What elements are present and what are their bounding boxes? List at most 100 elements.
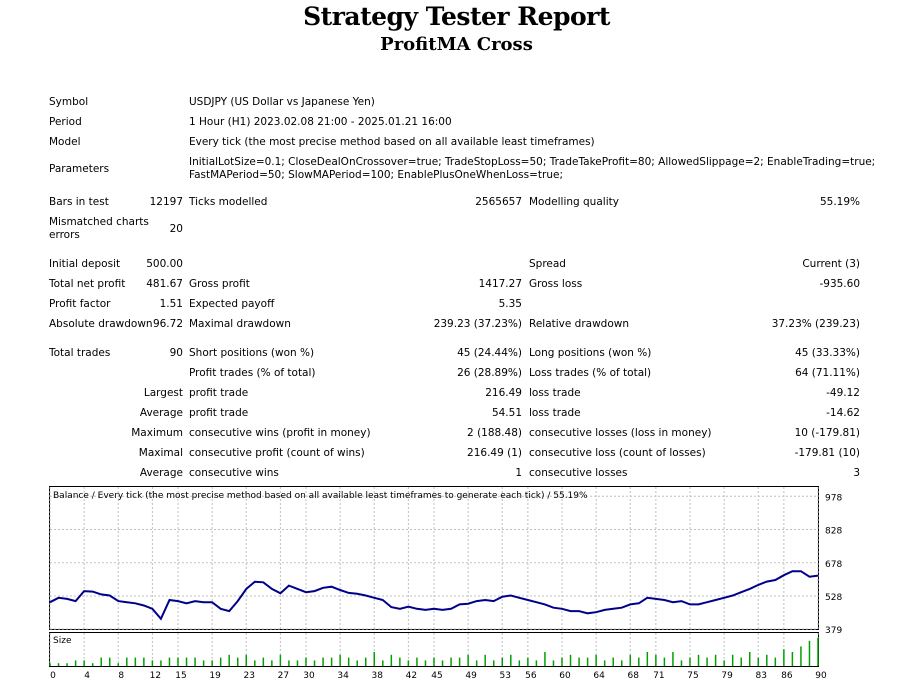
y-tick-label: 828 (825, 527, 842, 537)
maximal-consecutive-profit-value: 216.49 (1) (467, 447, 522, 459)
spread-label: Spread (529, 258, 566, 270)
gross-profit-value: 1417.27 (478, 278, 522, 290)
quality-value: 55.19% (819, 196, 860, 208)
balance-chart: 978 828 678 528 379 0 4 8 12 15 19 23 27 30 34 38 42 45 4… (49, 486, 842, 681)
x-tick-label: 8 (118, 671, 124, 681)
symbol-label: Symbol (49, 96, 89, 108)
x-tick-label: 38 (372, 671, 384, 681)
parameters-line-1: InitialLotSize=0.1; CloseDealOnCrossover… (189, 156, 876, 168)
average-consecutive-losses-value: 3 (853, 467, 860, 479)
maximal-consecutive-profit-label: consecutive profit (count of wins) (189, 447, 365, 459)
x-tick-label: 79 (721, 671, 733, 681)
largest-profit-value: 216.49 (485, 387, 522, 399)
period-label: Period (49, 116, 82, 128)
x-tick-label: 86 (781, 671, 793, 681)
gross-loss-value: -935.60 (819, 278, 860, 290)
chart-title: Balance / Every tick (the most precise m… (53, 491, 588, 501)
y-tick-label: 528 (825, 593, 842, 603)
x-tick-label: 90 (815, 671, 827, 681)
initial-deposit-value: 500.00 (146, 258, 183, 270)
size-panel-label: Size (53, 636, 72, 646)
net-profit-label: Total net profit (49, 278, 126, 290)
largest-loss-value: -49.12 (826, 387, 860, 399)
profit-trades-value: 26 (28.89%) (457, 367, 522, 379)
spread-value: Current (3) (802, 258, 860, 270)
expected-payoff-label: Expected payoff (189, 298, 275, 310)
x-tick-label: 34 (337, 671, 349, 681)
short-positions-label: Short positions (won %) (189, 347, 315, 359)
average-profit-label: profit trade (189, 407, 249, 419)
mismatch-value: 20 (169, 223, 183, 235)
largest-profit-label: profit trade (189, 387, 249, 399)
average-label: Average (139, 407, 183, 419)
total-trades-value: 90 (169, 347, 183, 359)
ticks-value: 2565657 (475, 196, 522, 208)
total-trades-label: Total trades (49, 347, 111, 359)
balance-chart-svg: 978 828 678 528 379 0 4 8 12 15 19 23 27 30 34 38 42 45 4… (49, 486, 842, 681)
y-tick-label: 678 (825, 560, 842, 570)
quality-label: Modelling quality (529, 196, 619, 208)
bars-label: Bars in test (49, 196, 109, 208)
average-loss-label: loss trade (529, 407, 581, 419)
x-tick-label: 68 (628, 671, 640, 681)
x-tick-label: 4 (84, 671, 90, 681)
initial-deposit-label: Initial deposit (49, 258, 121, 270)
x-tick-label: 23 (244, 671, 255, 681)
x-tick-label: 64 (593, 671, 605, 681)
x-tick-label: 0 (50, 671, 56, 681)
average-consecutive-wins-label: consecutive wins (189, 467, 279, 479)
profit-factor-label: Profit factor (49, 298, 111, 310)
average-consecutive-losses-label: consecutive losses (529, 467, 628, 479)
net-profit-value: 481.67 (146, 278, 183, 290)
maximal-drawdown-label: Maximal drawdown (189, 318, 291, 330)
x-tick-label: 60 (559, 671, 571, 681)
profit-factor-value: 1.51 (159, 298, 183, 310)
maximum-label: Maximum (131, 427, 183, 439)
x-tick-label: 56 (525, 671, 537, 681)
x-tick-label: 27 (278, 671, 289, 681)
gross-loss-label: Gross loss (529, 278, 583, 290)
absolute-drawdown-label: Absolute drawdown (49, 318, 153, 330)
maximal-consecutive-loss-label: consecutive loss (count of losses) (529, 447, 706, 459)
average-consecutive-wins-value: 1 (515, 467, 522, 479)
gross-profit-label: Gross profit (189, 278, 250, 290)
x-tick-label: 71 (653, 671, 664, 681)
model-value: Every tick (the most precise method base… (189, 136, 595, 148)
x-tick-label: 49 (465, 671, 477, 681)
parameters-label: Parameters (49, 163, 110, 175)
maximal-consecutive-loss-value: -179.81 (10) (794, 447, 860, 459)
maximal-drawdown-value: 239.23 (37.23%) (433, 318, 522, 330)
report-title: Strategy Tester Report (303, 2, 610, 31)
ticks-label: Ticks modelled (189, 196, 268, 208)
long-positions-label: Long positions (won %) (529, 347, 652, 359)
maximal-label: Maximal (138, 447, 183, 459)
model-label: Model (49, 136, 81, 148)
mismatch-label-2: errors (49, 229, 80, 241)
x-tick-label: 12 (150, 671, 161, 681)
expected-payoff-value: 5.35 (498, 298, 522, 310)
largest-label: Largest (143, 387, 183, 399)
x-tick-label: 83 (756, 671, 767, 681)
y-tick-label: 978 (825, 493, 842, 503)
parameters-line-2: FastMAPeriod=50; SlowMAPeriod=100; Enabl… (189, 169, 563, 181)
absolute-drawdown-value: 96.72 (152, 318, 183, 330)
symbol-value: USDJPY (US Dollar vs Japanese Yen) (189, 96, 375, 108)
max-consecutive-losses-value: 10 (-179.81) (794, 427, 860, 439)
average-2-label: Average (139, 467, 183, 479)
max-consecutive-wins-label: consecutive wins (profit in money) (189, 427, 371, 439)
largest-loss-label: loss trade (529, 387, 581, 399)
average-loss-value: -14.62 (826, 407, 860, 419)
long-positions-value: 45 (33.33%) (795, 347, 860, 359)
period-value: 1 Hour (H1) 2023.02.08 21:00 - 2025.01.2… (189, 116, 452, 128)
bars-value: 12197 (149, 196, 183, 208)
loss-trades-value: 64 (71.11%) (795, 367, 860, 379)
y-tick-label: 379 (825, 626, 842, 636)
average-profit-value: 54.51 (491, 407, 522, 419)
balance-series-line (49, 570, 819, 621)
x-tick-label: 30 (303, 671, 315, 681)
relative-drawdown-value: 37.23% (239.23) (771, 318, 860, 330)
balance-panel-frame (49, 486, 819, 630)
x-tick-label: 42 (406, 671, 417, 681)
x-tick-label: 45 (431, 671, 442, 681)
x-tick-label: 19 (209, 671, 221, 681)
